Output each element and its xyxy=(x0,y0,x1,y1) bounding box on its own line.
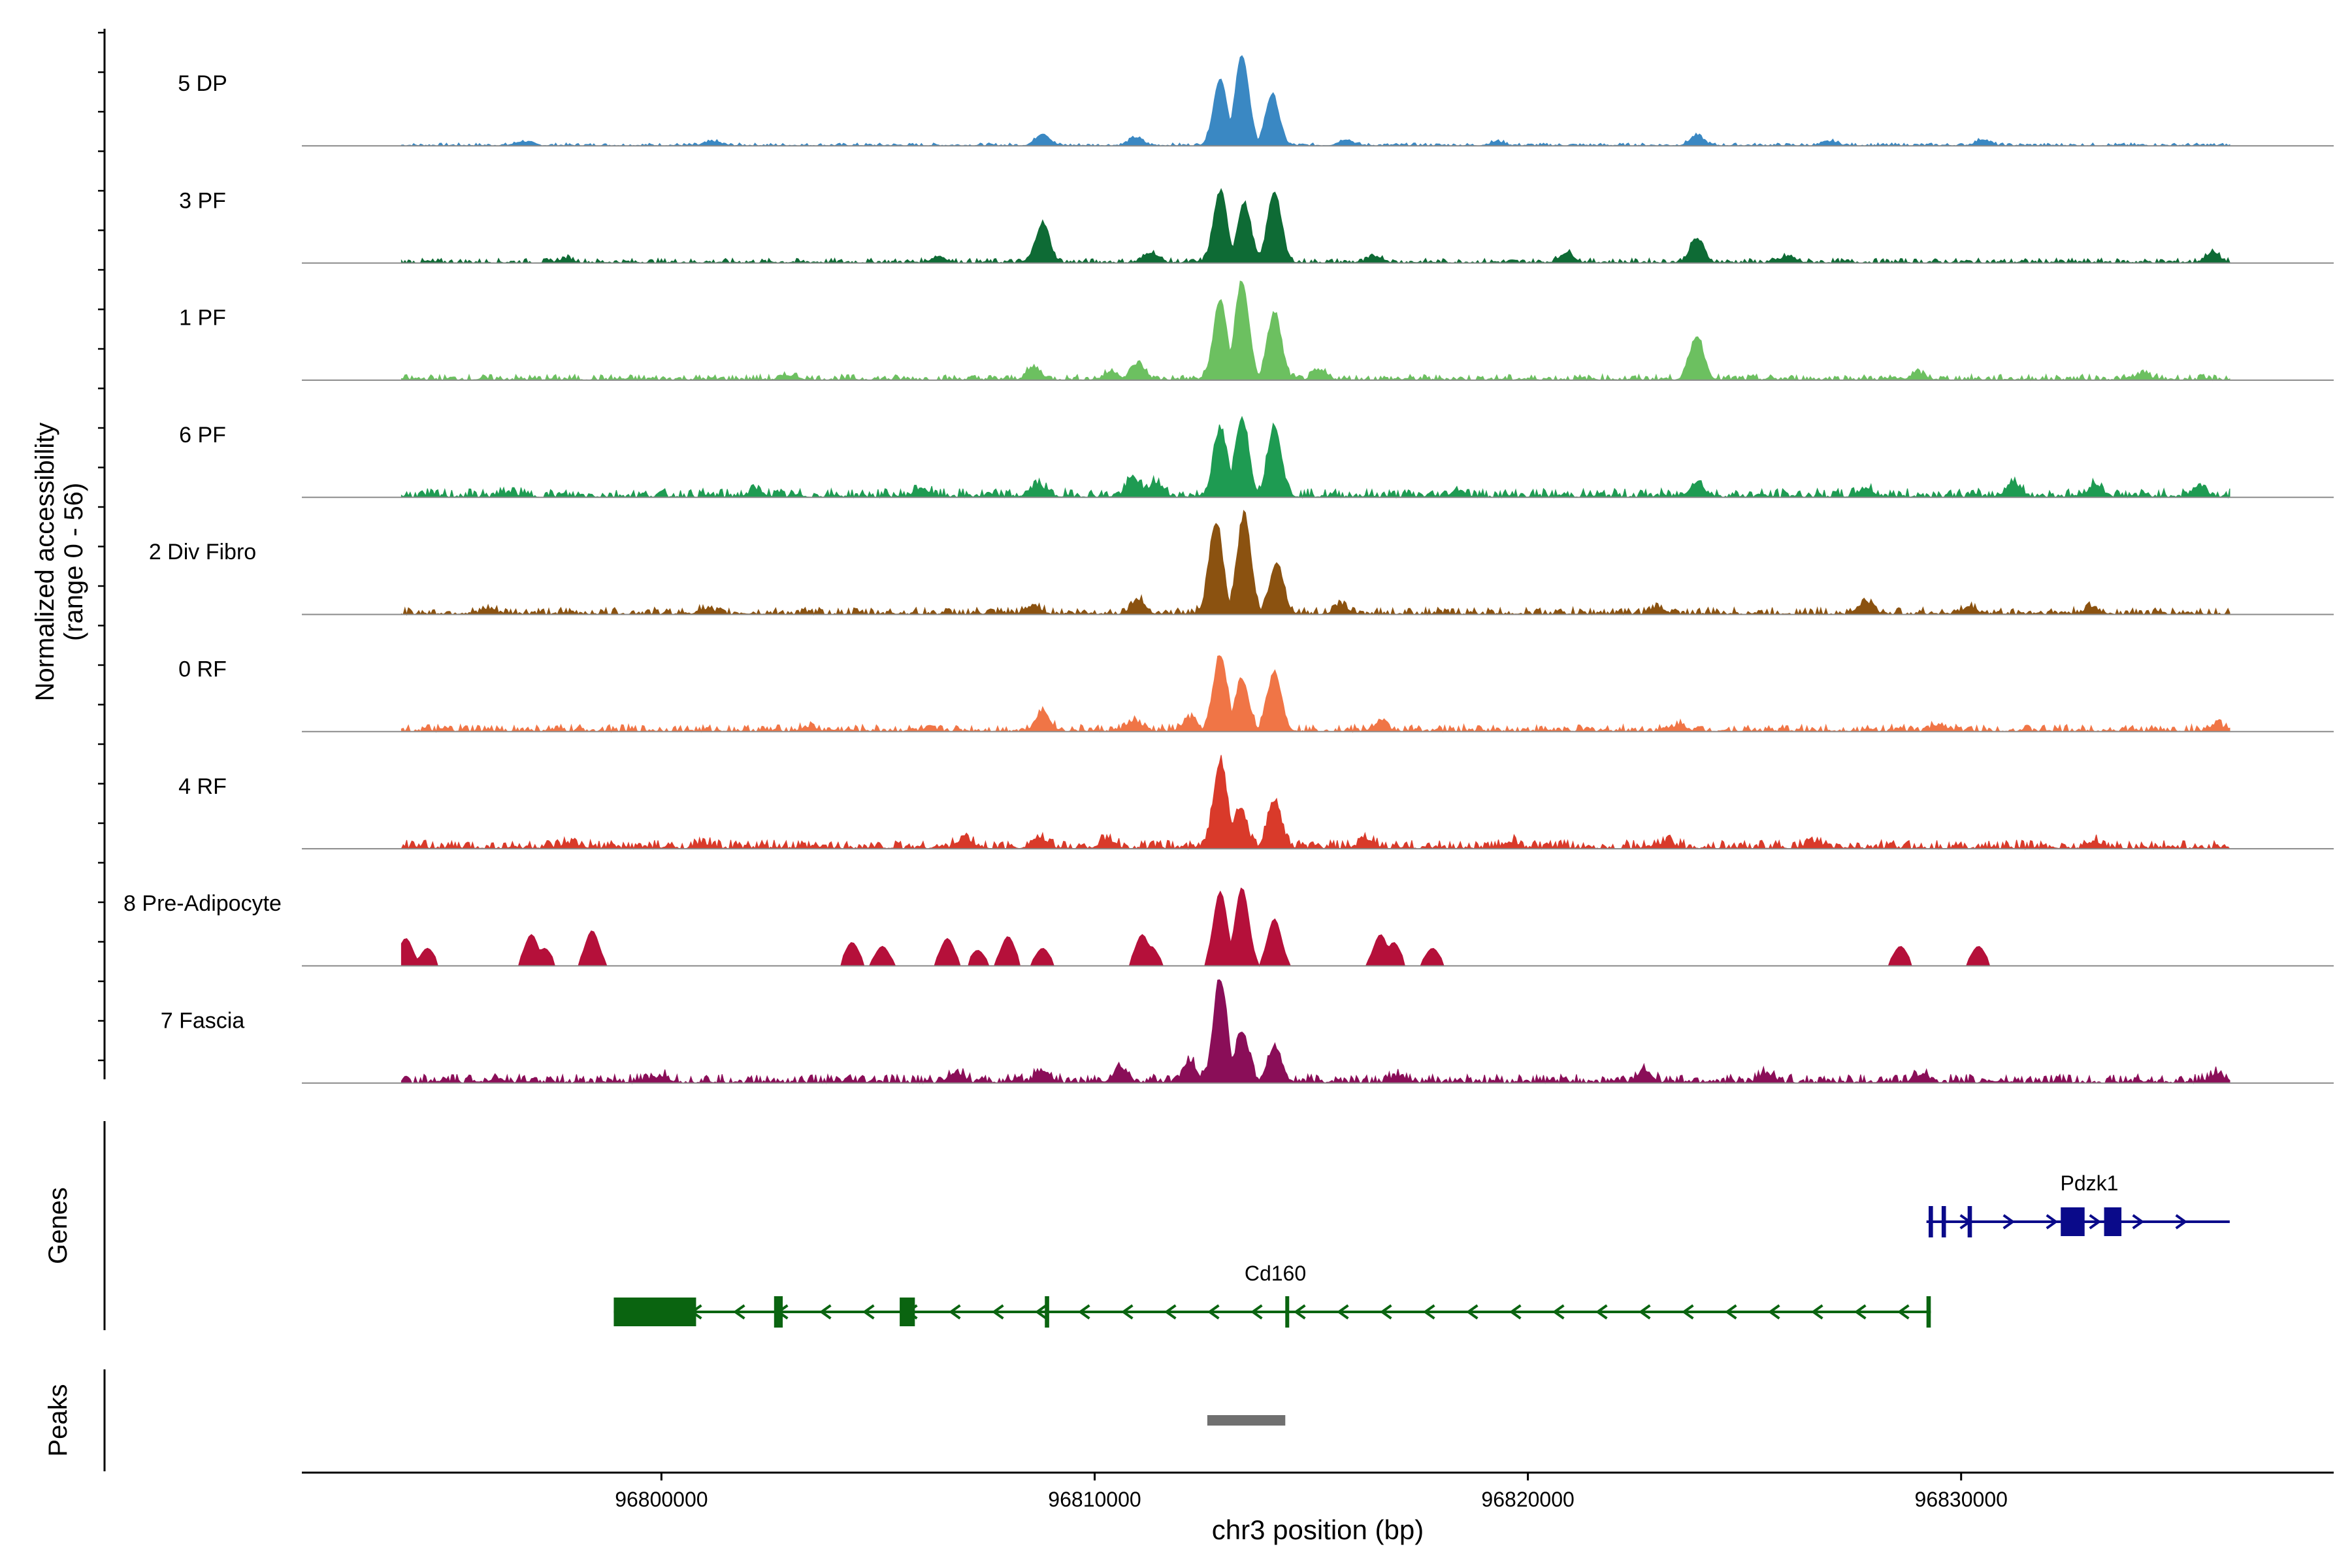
genes-panel-label: Genes xyxy=(44,1187,73,1264)
strand-arrow xyxy=(1207,1304,1220,1320)
track-1-pf: 1 PF xyxy=(179,280,2334,382)
strand-arrow xyxy=(1552,1304,1565,1320)
coverage-area xyxy=(400,887,2230,968)
track-label: 0 RF xyxy=(178,657,227,682)
peaks-track xyxy=(1207,1415,1286,1426)
strand-arrow xyxy=(2089,1214,2102,1230)
strand-arrow xyxy=(1379,1304,1392,1320)
strand-arrow xyxy=(1077,1304,1090,1320)
coverage-area xyxy=(400,755,2231,851)
track-7-fascia: 7 Fascia xyxy=(161,979,2334,1085)
coverage-area xyxy=(400,655,2230,733)
strand-arrow xyxy=(1767,1304,1780,1320)
track-3-pf: 3 PF xyxy=(179,188,2334,265)
strand-arrow xyxy=(991,1304,1004,1320)
coverage-area xyxy=(400,416,2230,499)
strand-arrow xyxy=(2002,1214,2016,1230)
coverage-area xyxy=(400,55,2230,147)
coverage-area xyxy=(400,188,2230,265)
strand-arrow xyxy=(2046,1214,2059,1230)
x-axis-ticks: 96800000 96810000 96820000 96830000 xyxy=(615,1473,2008,1511)
gene-exon xyxy=(774,1296,783,1328)
track-label: 5 DP xyxy=(178,71,227,96)
gene-pdzk1: Pdzk1 xyxy=(1926,1171,2230,1237)
track-label: 1 PF xyxy=(179,306,226,331)
strand-arrow xyxy=(1034,1304,1047,1320)
track-5-dp: 5 DP xyxy=(178,55,2334,147)
gene-exon xyxy=(2061,1207,2085,1236)
coverage-area xyxy=(400,979,2230,1085)
strand-arrow xyxy=(1250,1304,1263,1320)
strand-arrow xyxy=(1724,1304,1737,1320)
gene-exon xyxy=(1045,1296,1049,1328)
strand-arrow xyxy=(2175,1214,2188,1230)
strand-arrow xyxy=(1293,1304,1306,1320)
gene-exon xyxy=(1941,1206,1946,1237)
strand-arrow xyxy=(1465,1304,1478,1320)
gene-name-label: Pdzk1 xyxy=(2061,1171,2119,1195)
x-tick-label: 96800000 xyxy=(615,1488,708,1511)
strand-arrow xyxy=(948,1304,961,1320)
x-tick-label: 96810000 xyxy=(1048,1488,1141,1511)
strand-arrow xyxy=(1854,1304,1867,1320)
strand-arrow xyxy=(1422,1304,1435,1320)
track-label: 2 Div Fibro xyxy=(149,540,256,564)
coverage-area xyxy=(400,510,2230,616)
strand-arrow xyxy=(1638,1304,1651,1320)
strand-arrow xyxy=(1509,1304,1522,1320)
gene-exon xyxy=(1928,1206,1933,1237)
x-tick-label: 96820000 xyxy=(1481,1488,1574,1511)
strand-arrow xyxy=(732,1304,745,1320)
gene-exon xyxy=(2104,1207,2122,1236)
track-label: 8 Pre-Adipocyte xyxy=(123,891,282,916)
strand-arrow xyxy=(1595,1304,1608,1320)
track-2-div-fibro: 2 Div Fibro xyxy=(149,510,2334,616)
track-label: 6 PF xyxy=(179,423,226,448)
strand-arrow xyxy=(1897,1304,1910,1320)
track-label: 4 RF xyxy=(178,774,227,799)
y-axis-title-line2: (range 0 - 56) xyxy=(59,483,88,641)
gene-exon xyxy=(613,1298,696,1326)
track-label: 7 Fascia xyxy=(161,1008,245,1033)
gene-exon xyxy=(1926,1296,1931,1328)
gene-exon xyxy=(900,1298,915,1326)
strand-arrow xyxy=(2132,1214,2145,1230)
x-axis-title: chr3 position (bp) xyxy=(1212,1514,1424,1545)
peaks-panel-label: Peaks xyxy=(44,1384,73,1456)
track-4-rf: 4 RF xyxy=(178,755,2334,851)
y-axis-title-line1: Normalized accessibility xyxy=(31,423,59,702)
track-label: 3 PF xyxy=(179,188,226,213)
strand-arrow xyxy=(1810,1304,1823,1320)
strand-arrow xyxy=(819,1304,832,1320)
gene-cd160: Cd160 xyxy=(613,1262,1931,1328)
gene-name-label: Cd160 xyxy=(1245,1262,1306,1285)
track-8-pre-adipocyte: 8 Pre-Adipocyte xyxy=(123,887,2334,968)
gene-exon xyxy=(1967,1206,1972,1237)
coverage-area xyxy=(400,280,2230,382)
peak-region xyxy=(1207,1415,1286,1426)
track-0-rf: 0 RF xyxy=(178,655,2334,733)
y-axis-ticks xyxy=(98,31,105,1062)
strand-arrow xyxy=(1120,1304,1134,1320)
strand-arrow xyxy=(1681,1304,1694,1320)
strand-arrow xyxy=(862,1304,875,1320)
strand-arrow xyxy=(1164,1304,1177,1320)
x-tick-label: 96830000 xyxy=(1915,1488,2008,1511)
coverage-tracks: 5 DP 3 PF 1 PF 6 PF 2 Div Fibro 0 RF 4 RF 8 Pre… xyxy=(123,55,2334,1085)
strand-arrow xyxy=(1336,1304,1349,1320)
track-6-pf: 6 PF xyxy=(179,416,2334,499)
genes-track: Pdzk1 Cd160 xyxy=(613,1171,2230,1328)
gene-exon xyxy=(1285,1296,1290,1328)
